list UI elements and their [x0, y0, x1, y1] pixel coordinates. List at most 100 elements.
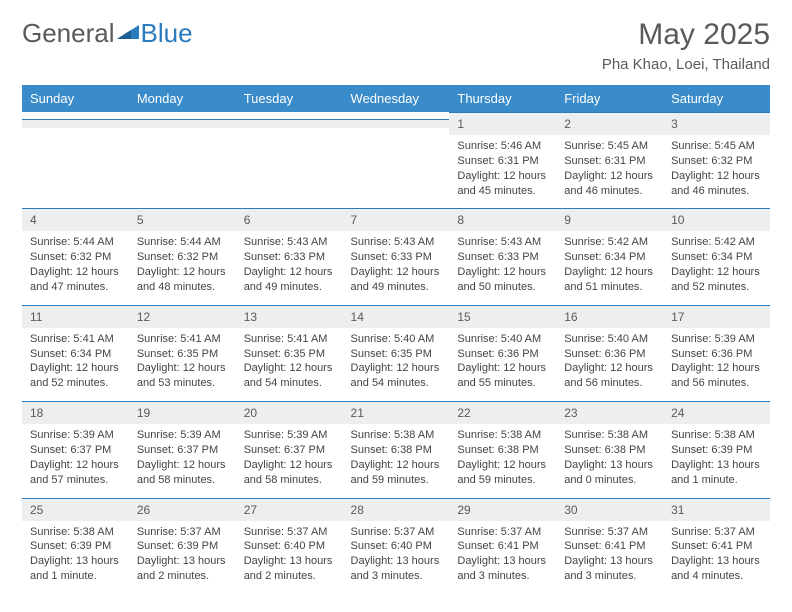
day-number: 4 — [22, 208, 129, 231]
logo: General Blue — [22, 18, 193, 49]
sunrise-text: Sunrise: 5:43 AM — [351, 235, 442, 250]
day-info — [129, 135, 236, 195]
daylight-text: Daylight: 13 hours and 0 minutes. — [564, 458, 655, 488]
logo-text-general: General — [22, 18, 115, 49]
week-daynum-row: 11121314151617 — [22, 305, 770, 328]
sunset-text: Sunset: 6:35 PM — [351, 347, 442, 362]
day-number: 14 — [343, 305, 450, 328]
day-number: 7 — [343, 208, 450, 231]
day-info: Sunrise: 5:38 AMSunset: 6:39 PMDaylight:… — [663, 424, 770, 497]
sunset-text: Sunset: 6:41 PM — [671, 539, 762, 554]
month-title: May 2025 — [602, 18, 770, 52]
daylight-text: Daylight: 12 hours and 45 minutes. — [457, 169, 548, 199]
calendar-page: General Blue May 2025 Pha Khao, Loei, Th… — [0, 0, 792, 612]
day-header: Monday — [129, 85, 236, 112]
sunrise-text: Sunrise: 5:43 AM — [244, 235, 335, 250]
day-info: Sunrise: 5:41 AMSunset: 6:35 PMDaylight:… — [236, 328, 343, 401]
day-number: 19 — [129, 401, 236, 424]
day-info: Sunrise: 5:46 AMSunset: 6:31 PMDaylight:… — [449, 135, 556, 208]
daylight-text: Daylight: 12 hours and 55 minutes. — [457, 361, 548, 391]
sunrise-text: Sunrise: 5:38 AM — [457, 428, 548, 443]
week-info-row: Sunrise: 5:44 AMSunset: 6:32 PMDaylight:… — [22, 231, 770, 304]
day-number: 13 — [236, 305, 343, 328]
day-header: Friday — [556, 85, 663, 112]
sunrise-text: Sunrise: 5:37 AM — [671, 525, 762, 540]
day-header: Tuesday — [236, 85, 343, 112]
week-daynum-row: 18192021222324 — [22, 401, 770, 424]
sunrise-text: Sunrise: 5:40 AM — [564, 332, 655, 347]
daylight-text: Daylight: 13 hours and 2 minutes. — [244, 554, 335, 584]
sunrise-text: Sunrise: 5:39 AM — [671, 332, 762, 347]
sunrise-text: Sunrise: 5:41 AM — [30, 332, 121, 347]
day-number: 17 — [663, 305, 770, 328]
sunset-text: Sunset: 6:31 PM — [457, 154, 548, 169]
day-info: Sunrise: 5:37 AMSunset: 6:40 PMDaylight:… — [343, 521, 450, 594]
sunset-text: Sunset: 6:33 PM — [457, 250, 548, 265]
day-number: 2 — [556, 112, 663, 135]
sunset-text: Sunset: 6:39 PM — [137, 539, 228, 554]
day-info: Sunrise: 5:39 AMSunset: 6:37 PMDaylight:… — [129, 424, 236, 497]
day-number: 24 — [663, 401, 770, 424]
daylight-text: Daylight: 12 hours and 47 minutes. — [30, 265, 121, 295]
day-info — [343, 135, 450, 195]
day-info: Sunrise: 5:40 AMSunset: 6:36 PMDaylight:… — [449, 328, 556, 401]
sunset-text: Sunset: 6:37 PM — [137, 443, 228, 458]
header-right: May 2025 Pha Khao, Loei, Thailand — [602, 18, 770, 73]
logo-flag-icon — [117, 21, 139, 46]
day-info: Sunrise: 5:41 AMSunset: 6:35 PMDaylight:… — [129, 328, 236, 401]
daylight-text: Daylight: 12 hours and 59 minutes. — [457, 458, 548, 488]
sunset-text: Sunset: 6:40 PM — [244, 539, 335, 554]
daylight-text: Daylight: 12 hours and 51 minutes. — [564, 265, 655, 295]
daylight-text: Daylight: 13 hours and 2 minutes. — [137, 554, 228, 584]
day-info: Sunrise: 5:37 AMSunset: 6:41 PMDaylight:… — [449, 521, 556, 594]
day-info: Sunrise: 5:38 AMSunset: 6:39 PMDaylight:… — [22, 521, 129, 594]
day-info: Sunrise: 5:43 AMSunset: 6:33 PMDaylight:… — [236, 231, 343, 304]
day-number: 16 — [556, 305, 663, 328]
day-number — [129, 119, 236, 128]
day-number — [22, 119, 129, 128]
day-number: 21 — [343, 401, 450, 424]
day-number: 3 — [663, 112, 770, 135]
day-number: 9 — [556, 208, 663, 231]
sunrise-text: Sunrise: 5:37 AM — [457, 525, 548, 540]
daylight-text: Daylight: 13 hours and 3 minutes. — [351, 554, 442, 584]
day-number — [236, 119, 343, 128]
day-header: Sunday — [22, 85, 129, 112]
sunset-text: Sunset: 6:34 PM — [671, 250, 762, 265]
daylight-text: Daylight: 12 hours and 56 minutes. — [564, 361, 655, 391]
day-info: Sunrise: 5:40 AMSunset: 6:35 PMDaylight:… — [343, 328, 450, 401]
day-number: 6 — [236, 208, 343, 231]
sunset-text: Sunset: 6:31 PM — [564, 154, 655, 169]
day-info: Sunrise: 5:42 AMSunset: 6:34 PMDaylight:… — [556, 231, 663, 304]
day-number: 28 — [343, 498, 450, 521]
week-daynum-row: 123 — [22, 112, 770, 135]
sunset-text: Sunset: 6:38 PM — [457, 443, 548, 458]
day-info: Sunrise: 5:44 AMSunset: 6:32 PMDaylight:… — [129, 231, 236, 304]
daylight-text: Daylight: 13 hours and 1 minute. — [30, 554, 121, 584]
sunrise-text: Sunrise: 5:44 AM — [30, 235, 121, 250]
day-number: 29 — [449, 498, 556, 521]
day-info: Sunrise: 5:39 AMSunset: 6:37 PMDaylight:… — [22, 424, 129, 497]
sunset-text: Sunset: 6:33 PM — [244, 250, 335, 265]
daylight-text: Daylight: 12 hours and 56 minutes. — [671, 361, 762, 391]
sunrise-text: Sunrise: 5:41 AM — [137, 332, 228, 347]
daylight-text: Daylight: 13 hours and 3 minutes. — [457, 554, 548, 584]
daylight-text: Daylight: 12 hours and 48 minutes. — [137, 265, 228, 295]
day-info: Sunrise: 5:41 AMSunset: 6:34 PMDaylight:… — [22, 328, 129, 401]
sunset-text: Sunset: 6:36 PM — [671, 347, 762, 362]
sunrise-text: Sunrise: 5:40 AM — [351, 332, 442, 347]
day-info: Sunrise: 5:37 AMSunset: 6:40 PMDaylight:… — [236, 521, 343, 594]
daylight-text: Daylight: 13 hours and 1 minute. — [671, 458, 762, 488]
sunset-text: Sunset: 6:32 PM — [30, 250, 121, 265]
day-number: 20 — [236, 401, 343, 424]
sunrise-text: Sunrise: 5:39 AM — [137, 428, 228, 443]
daylight-text: Daylight: 12 hours and 46 minutes. — [564, 169, 655, 199]
logo-text-blue: Blue — [141, 18, 193, 49]
sunset-text: Sunset: 6:37 PM — [244, 443, 335, 458]
sunrise-text: Sunrise: 5:38 AM — [671, 428, 762, 443]
sunset-text: Sunset: 6:34 PM — [564, 250, 655, 265]
sunset-text: Sunset: 6:35 PM — [244, 347, 335, 362]
sunrise-text: Sunrise: 5:42 AM — [671, 235, 762, 250]
day-number: 5 — [129, 208, 236, 231]
sunset-text: Sunset: 6:41 PM — [564, 539, 655, 554]
